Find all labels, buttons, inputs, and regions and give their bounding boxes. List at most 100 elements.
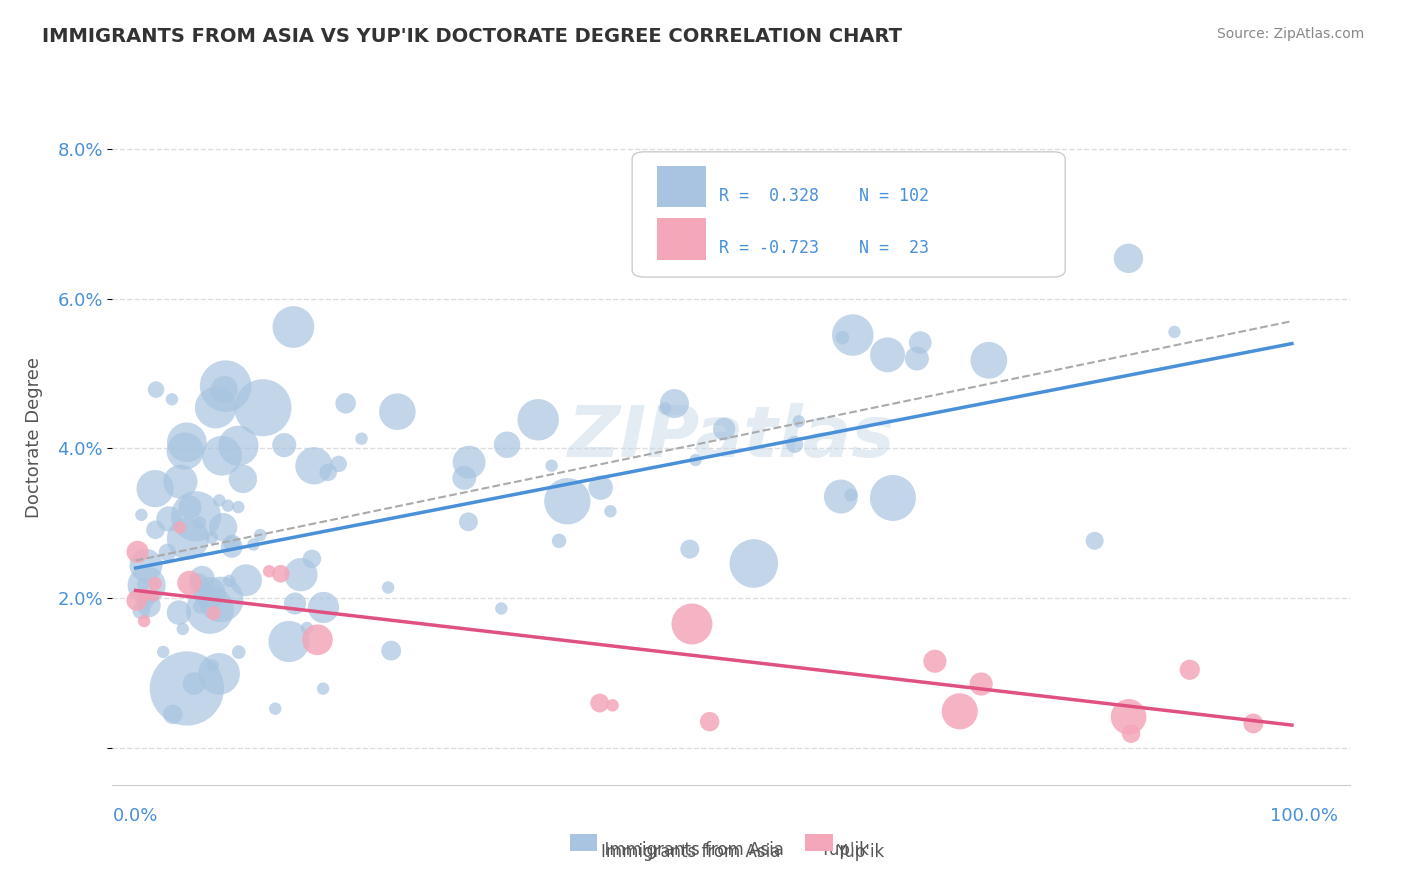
Point <box>201 531 224 545</box>
Text: Source: ZipAtlas.com: Source: ZipAtlas.com <box>1216 27 1364 41</box>
Point <box>184 509 207 524</box>
Point <box>127 545 149 559</box>
Point <box>162 707 184 722</box>
Point <box>602 698 624 713</box>
Text: 0.0%: 0.0% <box>112 807 157 825</box>
Point <box>970 677 993 691</box>
Point <box>179 500 201 515</box>
Point <box>681 617 703 632</box>
Point <box>209 592 232 607</box>
Point <box>283 320 305 334</box>
Point <box>176 435 198 450</box>
Point <box>221 536 243 550</box>
Point <box>214 379 236 393</box>
Point <box>685 453 707 467</box>
Point <box>496 438 519 452</box>
Point <box>211 449 233 463</box>
Point <box>198 603 221 617</box>
Point <box>179 575 201 590</box>
Point <box>242 537 264 551</box>
Point <box>842 328 865 343</box>
Text: R = -0.723    N =  23: R = -0.723 N = 23 <box>718 239 929 257</box>
Point <box>226 500 249 514</box>
Bar <box>806 834 832 851</box>
Point <box>839 488 862 502</box>
Point <box>278 634 301 648</box>
Point <box>527 413 550 427</box>
Text: IMMIGRANTS FROM ASIA VS YUP'IK DOCTORATE DEGREE CORRELATION CHART: IMMIGRANTS FROM ASIA VS YUP'IK DOCTORATE… <box>42 27 903 45</box>
Bar <box>571 834 598 851</box>
Point <box>312 681 335 696</box>
Point <box>307 632 329 647</box>
Point <box>131 508 153 522</box>
Point <box>252 401 274 415</box>
Point <box>257 564 280 578</box>
Point <box>589 696 612 710</box>
Point <box>143 482 166 496</box>
Point <box>176 681 198 696</box>
Point <box>1178 663 1201 677</box>
Point <box>924 654 946 668</box>
Point <box>316 466 339 480</box>
Point <box>783 437 806 451</box>
Point <box>228 439 250 453</box>
Point <box>908 335 931 350</box>
Point <box>188 599 211 614</box>
Point <box>201 658 224 673</box>
Point <box>177 532 200 546</box>
Point <box>228 645 250 659</box>
Point <box>217 499 239 513</box>
Point <box>699 714 721 729</box>
Point <box>742 557 765 571</box>
Point <box>273 438 295 452</box>
Point <box>134 614 156 628</box>
Point <box>295 621 318 635</box>
Point <box>235 573 257 587</box>
Point <box>174 444 197 458</box>
Point <box>1118 252 1140 266</box>
Bar <box>657 218 706 260</box>
Point <box>221 540 243 554</box>
Bar <box>657 166 706 208</box>
Point <box>152 645 174 659</box>
Point <box>131 603 153 617</box>
Point <box>1118 710 1140 724</box>
Point <box>949 704 972 718</box>
Point <box>169 475 191 489</box>
Point <box>302 458 325 473</box>
Point <box>1163 325 1185 339</box>
Point <box>350 432 373 446</box>
Point <box>458 455 481 469</box>
Point <box>882 491 904 505</box>
Point <box>214 383 236 397</box>
Point <box>380 643 402 657</box>
Point <box>831 331 853 345</box>
Text: Immigrants from Asia: Immigrants from Asia <box>602 843 780 861</box>
Point <box>208 666 231 681</box>
Point <box>557 494 579 508</box>
Point <box>328 457 350 471</box>
Point <box>202 606 225 620</box>
Point <box>172 622 194 636</box>
Point <box>187 576 209 591</box>
Point <box>145 383 167 397</box>
Point <box>301 551 323 566</box>
Point <box>135 558 157 573</box>
Point <box>208 493 231 508</box>
Text: R =  0.328    N = 102: R = 0.328 N = 102 <box>718 186 929 204</box>
Y-axis label: Doctorate Degree: Doctorate Degree <box>25 357 44 517</box>
Point <box>284 597 307 611</box>
Point <box>312 600 335 615</box>
Point <box>589 481 612 495</box>
Point <box>143 576 166 591</box>
Point <box>876 348 898 362</box>
Text: Immigrants from Asia       Yup'ik: Immigrants from Asia Yup'ik <box>593 840 869 859</box>
Point <box>212 520 235 534</box>
Point <box>134 588 156 602</box>
Point <box>270 566 292 581</box>
Point <box>1119 727 1142 741</box>
Point <box>125 593 148 607</box>
Text: ZIPatlas: ZIPatlas <box>568 402 894 472</box>
Point <box>138 599 160 613</box>
Point <box>249 528 271 542</box>
